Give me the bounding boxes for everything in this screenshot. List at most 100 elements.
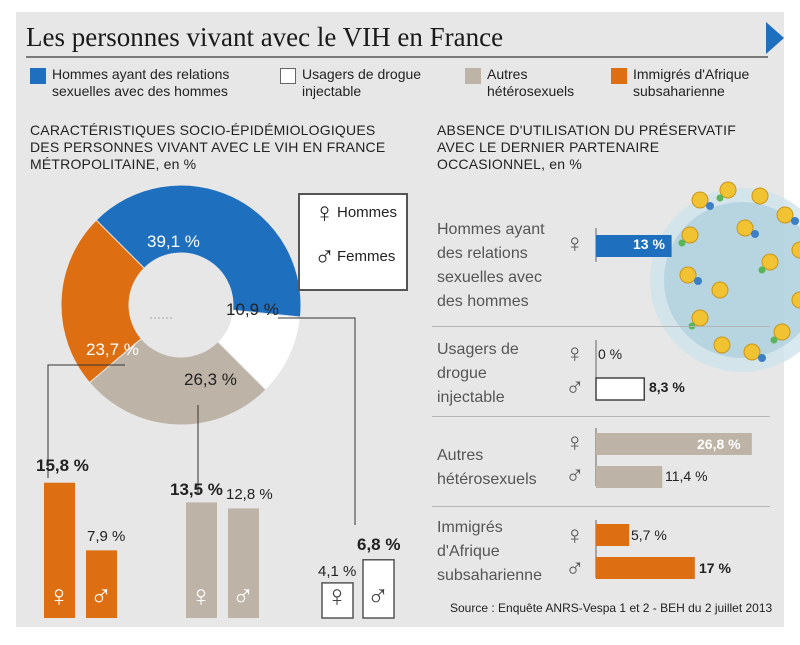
row-separator	[432, 326, 770, 327]
hbar-africa-m	[596, 557, 695, 579]
virus-protein	[791, 217, 799, 225]
legend-label-idu: Usagers de drogue injectable	[302, 66, 422, 99]
virus-protein	[758, 266, 766, 274]
legend-swatch-hetero	[465, 68, 481, 84]
female-symbol-icon: ♀	[314, 197, 335, 228]
virus-spike	[679, 266, 697, 284]
row-separator	[432, 506, 770, 507]
category-idu: Usagers de drogue injectable	[437, 341, 519, 406]
virus-spike	[776, 206, 794, 224]
corner-marker	[766, 22, 784, 54]
virus-illustration	[650, 181, 800, 372]
bar-symbol-hetero-m: ♂	[231, 580, 255, 613]
bar-symbol-idu-f: ♀	[325, 580, 349, 613]
bar-symbol-africa-f: ♀	[47, 580, 71, 613]
male-symbol-icon: ♂	[314, 241, 335, 272]
left-section-heading: CARACTÉRISTIQUES SOCIO-ÉPIDÉMIOLOGIQUES …	[30, 122, 386, 172]
virus-spike	[681, 226, 699, 244]
row-symbol-hetero-f: ♀	[565, 427, 585, 457]
hbar-hetero-m	[596, 466, 663, 488]
title-divider	[26, 56, 768, 58]
virus-protein	[770, 336, 778, 344]
virus-spike	[761, 253, 779, 271]
right-section-heading: ABSENCE D'UTILISATION DU PRÉSERVATIF AVE…	[437, 122, 736, 172]
vbar-idu-m	[362, 559, 395, 619]
vbar-hetero-m	[228, 508, 259, 618]
hbar-msm-f	[596, 235, 672, 257]
sex-legend-female: ♀ Hommes	[314, 197, 397, 229]
donut-chart	[60, 184, 302, 426]
legend-label-africa: Immigrés d'Afrique subsaharienne	[633, 66, 750, 99]
infographic-panel	[16, 12, 784, 627]
bar-label-idu-m: 6,8 %	[357, 535, 401, 554]
sex-bar-chart	[44, 482, 395, 619]
virus-spike	[791, 291, 800, 309]
connector-africa	[47, 364, 125, 478]
virus-protein	[758, 354, 766, 362]
hbar-idu-m	[595, 377, 646, 401]
hbar-label-africa-m: 17 %	[699, 560, 731, 576]
virus-spike	[713, 336, 731, 354]
category-msm: Hommes ayant des relations sexuelles ave…	[437, 221, 545, 310]
bar-symbol-hetero-f: ♀	[189, 580, 213, 613]
legend-swatch-msm	[30, 68, 46, 84]
connector-lines	[47, 317, 356, 525]
virus-protein	[716, 194, 724, 202]
legend-swatch-africa	[611, 68, 627, 84]
hbar-hetero-f	[596, 433, 752, 455]
pie-label-msm: 39,1 %	[147, 232, 200, 251]
hbar-label-hetero-f: 26,8 %	[697, 436, 741, 452]
virus-spike	[691, 191, 709, 209]
pie-slice-hetero	[88, 337, 267, 426]
hbar-label-hetero-m: 11,4 %	[665, 468, 708, 484]
vbar-hetero-f	[186, 502, 217, 618]
virus-protein	[706, 202, 714, 210]
virus-spike	[751, 187, 769, 205]
bar-label-hetero-m: 12,8 %	[226, 486, 273, 503]
virus-spike	[773, 323, 791, 341]
vbar-africa-m	[86, 550, 117, 618]
page-title: Les personnes vivant avec le VIH en Fran…	[26, 22, 504, 52]
legend-label-msm: Hommes ayant des relations sexuelles ave…	[52, 66, 230, 99]
hbar-label-msm-f: 13 %	[633, 236, 665, 252]
legend-swatch-idu	[280, 68, 296, 84]
virus-protein	[751, 230, 759, 238]
sex-legend: ♀ Hommes ♂ Femmes	[298, 193, 408, 291]
pie-label-africa: 23,7 %	[86, 340, 139, 359]
virus-spike	[743, 343, 761, 361]
bar-symbol-idu-m: ♂	[366, 580, 390, 613]
sex-legend-male: ♂ Femmes	[314, 241, 395, 273]
pie-label-hetero: 26,3 %	[184, 370, 237, 389]
hbar-label-africa-f: 5,7 %	[631, 527, 667, 543]
virus-protein	[678, 239, 686, 247]
bar-label-idu-f: 4,1 %	[318, 563, 357, 580]
source-note: Source : Enquête ANRS-Vespa 1 et 2 - BEH…	[450, 601, 773, 615]
legend-label-hetero: Autres hétérosexuels	[487, 66, 575, 99]
category-hetero: Autres hétérosexuels	[437, 447, 537, 488]
row-symbol-idu-f: ♀	[565, 338, 585, 368]
bar-label-africa-f: 15,8 %	[36, 456, 89, 475]
vbar-idu-f	[321, 582, 354, 619]
hbar-label-idu-m: 8,3 %	[649, 379, 685, 395]
row-symbol-hetero-m: ♂	[565, 460, 585, 490]
bar-label-hetero-f: 13,5 %	[170, 480, 223, 499]
hbar-africa-f	[596, 524, 630, 546]
connector-idu	[278, 317, 356, 525]
row-symbol-africa-m: ♂	[565, 553, 585, 583]
hbar-label-idu-f: 0 %	[598, 346, 623, 362]
row-separator	[432, 416, 770, 417]
pie-label-idu: 10,9 %	[226, 300, 279, 319]
row-symbol-idu-m: ♂	[565, 372, 585, 402]
virus-spike	[719, 181, 737, 199]
virus-protein	[694, 277, 702, 285]
virus-spike	[736, 219, 754, 237]
pie-slice-africa	[60, 219, 145, 384]
condom-bar-chart	[595, 228, 752, 579]
bar-label-africa-m: 7,9 %	[87, 528, 126, 545]
row-symbol-msm-f: ♀	[565, 228, 585, 258]
virus-spike	[711, 281, 729, 299]
sex-legend-male-label: Femmes	[337, 247, 396, 265]
bar-symbol-africa-m: ♂	[89, 580, 113, 613]
row-symbol-africa-f: ♀	[565, 520, 585, 550]
sex-legend-female-label: Hommes	[337, 203, 398, 221]
